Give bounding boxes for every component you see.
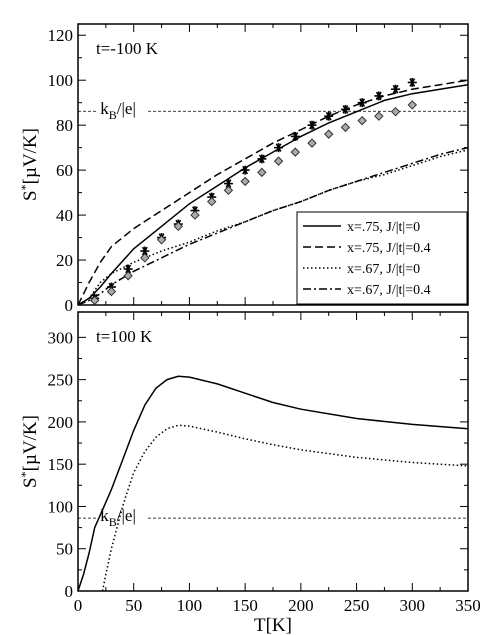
y-tick-label: 60 <box>56 161 73 180</box>
x-tick-label: 150 <box>232 596 258 615</box>
series-line-dashed <box>78 79 468 305</box>
y-tick-label: 250 <box>48 371 74 390</box>
diamond-point <box>340 122 351 133</box>
legend-label: x=.67, J/|t|=0.4 <box>347 283 431 298</box>
asterisk-point <box>290 131 300 141</box>
diamond-point <box>240 176 250 187</box>
kb-label: kB/|e| <box>100 506 136 529</box>
legend: x=.75, J/|t|=0 x=.75, J/|t|=0.4 x=.67, J/|… <box>296 211 468 305</box>
data-layer <box>78 375 468 591</box>
asterisk-point <box>391 84 401 94</box>
diamond-point <box>257 167 267 178</box>
diamond-point <box>106 286 117 297</box>
diamond-point <box>173 221 183 232</box>
asterisk-point <box>240 165 250 175</box>
y-tick-label: 80 <box>56 116 73 135</box>
y-tick-label: 100 <box>48 71 74 90</box>
asterisk-point <box>374 91 384 101</box>
diamond-point <box>307 138 317 148</box>
x-tick-label: 300 <box>400 596 426 615</box>
y-tick-label: 50 <box>56 540 73 559</box>
diamond-point <box>357 115 367 126</box>
diamond-point <box>290 147 300 157</box>
diamond-point <box>90 295 100 305</box>
legend-label: x=.67, J/|t|=0 <box>347 262 420 277</box>
panel-annotation: t=100 K <box>96 327 153 346</box>
legend-label: x=.75, J/|t|=0.4 <box>347 241 431 256</box>
diamond-point <box>123 271 133 281</box>
y-tick-label: 0 <box>65 582 74 601</box>
asterisk-point <box>324 111 334 121</box>
asterisk-point <box>407 77 417 87</box>
asterisk-point <box>257 154 267 164</box>
y-axis-title: S*[µV/K] <box>18 128 41 201</box>
x-tick-label: 250 <box>344 596 370 615</box>
diamond-point <box>374 111 384 121</box>
x-tick-label: 0 <box>74 596 83 615</box>
diamond-point <box>324 129 334 139</box>
x-tick-label: 50 <box>125 596 142 615</box>
diamond-point <box>207 196 217 207</box>
diamond-point <box>190 210 200 220</box>
series-line-dotted <box>101 424 468 591</box>
x-axis-title: T[K] <box>254 615 292 635</box>
kb-label-background <box>96 96 147 121</box>
asterisk-point <box>357 98 367 108</box>
panel-annotation: t=-100 K <box>96 39 159 58</box>
diamond-point <box>156 235 167 245</box>
plot-frame <box>77 311 469 592</box>
top-panel: 0 20 40 60 80 100 120 S*[µV/K] kB/|e| t=-100 K x=.… <box>18 23 469 315</box>
kb-label: kB/|e| <box>100 99 136 122</box>
y-tick-label: 200 <box>48 413 74 432</box>
diamond-point <box>390 106 401 117</box>
diamond-point <box>407 100 417 110</box>
kb-label-background <box>96 503 147 528</box>
diamond-point <box>223 185 234 196</box>
y-tick-label: 20 <box>56 251 73 270</box>
series-line-solid <box>78 375 468 591</box>
asterisk-point <box>274 143 284 153</box>
y-tick-label: 100 <box>48 497 74 516</box>
legend-label: x=.75, J/|t|=0 <box>347 220 420 235</box>
diamond-point <box>140 253 150 263</box>
x-tick-label: 350 <box>455 596 481 615</box>
data-layer <box>78 77 468 305</box>
asterisk-point <box>307 120 317 130</box>
x-tick-label: 200 <box>288 596 314 615</box>
bottom-panel: 0 50 100 150 200 250 300 350 0 50 100 150 200 250 300 S… <box>18 311 481 635</box>
y-tick-label: 0 <box>65 296 74 315</box>
asterisk-point <box>223 179 233 189</box>
y-tick-label: 40 <box>56 206 73 225</box>
y-axis-title: S*[µV/K] <box>18 415 41 488</box>
y-tick-label: 300 <box>48 328 74 347</box>
diamond-point <box>273 156 284 166</box>
asterisk-point <box>340 104 350 114</box>
x-tick-label: 100 <box>177 596 203 615</box>
y-tick-label: 120 <box>48 26 74 45</box>
y-tick-label: 150 <box>48 455 74 474</box>
